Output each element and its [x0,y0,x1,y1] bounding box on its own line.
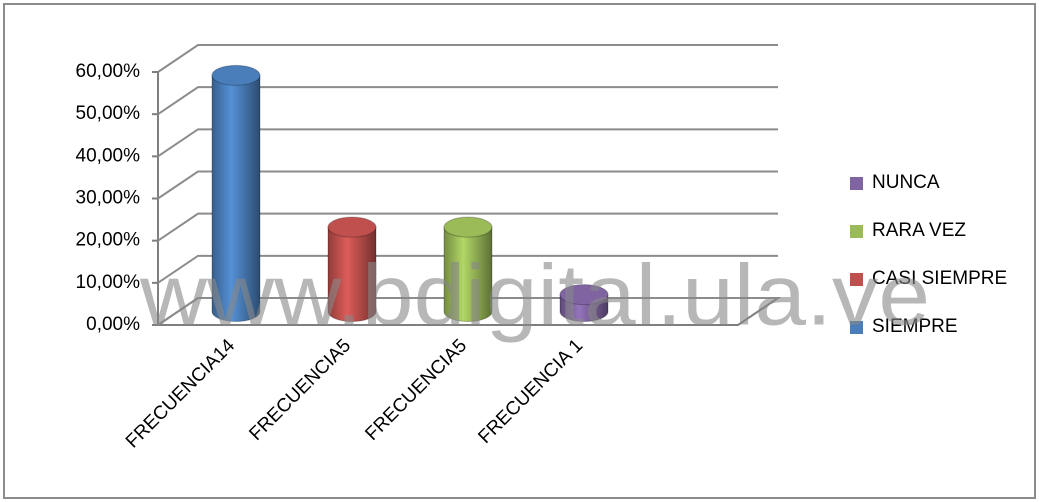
grid-line [157,86,778,115]
bar [327,226,377,322]
y-tick-label: 40,00% [76,145,141,166]
legend-label: NUNCA [872,172,940,193]
legend-swatch [850,177,863,190]
y-tick-label: 50,00% [76,103,141,124]
legend-label: SIEMPRE [872,316,958,337]
legend-swatch [850,273,863,286]
watermark: www.bdigital.ula.ve [139,248,930,344]
bar-top [211,64,261,86]
legend-swatch [850,321,863,334]
bar-top [327,216,377,238]
grid-line [157,128,778,158]
y-tick-label: 0,00% [86,314,140,335]
legend-label: CASI SIEMPRE [872,268,1007,289]
y-tick-label: 30,00% [76,188,141,209]
legend-label: RARA VEZ [872,220,966,241]
y-tick-label: 10,00% [76,272,141,293]
grid-line [157,212,778,242]
legend-swatch [850,225,863,238]
y-tick-label: 20,00% [76,230,141,251]
grid-line [157,44,778,73]
bar [211,74,261,322]
grid-line [157,170,778,200]
y-tick-label: 60,00% [76,61,141,82]
grid-line [157,254,778,284]
bar-top [559,284,609,306]
bar [443,226,493,322]
bar-top [443,216,493,238]
